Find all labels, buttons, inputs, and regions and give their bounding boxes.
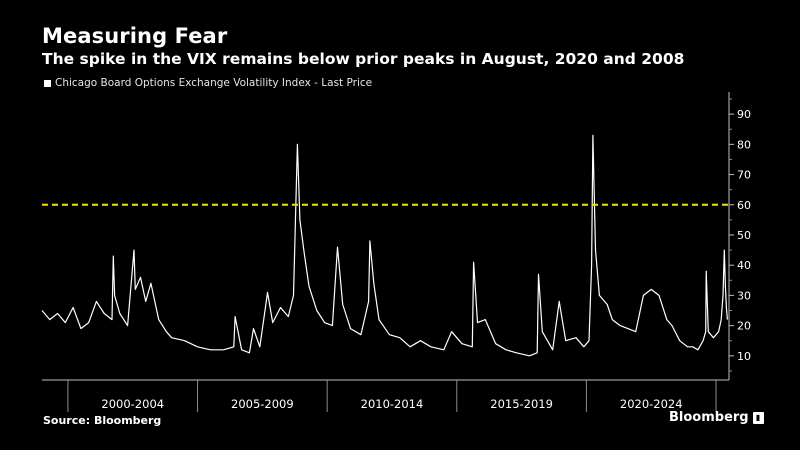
x-category-label: 2015-2019 (490, 397, 553, 411)
chart-title: Measuring Fear (42, 24, 228, 48)
legend-swatch (44, 79, 51, 87)
x-category-label: 2000-2004 (101, 397, 164, 411)
y-tick-label: 80 (737, 138, 751, 151)
y-tick-label: 20 (737, 320, 751, 333)
y-tick-label: 90 (737, 108, 751, 121)
x-category-label: 2005-2009 (231, 397, 294, 411)
legend: Chicago Board Options Exchange Volatilit… (44, 77, 372, 89)
y-tick-label: 10 (737, 350, 751, 363)
y-tick-label: 70 (737, 169, 751, 182)
y-tick-label: 40 (737, 259, 751, 272)
y-tick-label: 60 (737, 199, 751, 212)
y-tick-label: 30 (737, 289, 751, 302)
source-note: Source: Bloomberg (43, 414, 162, 427)
x-category-label: 2020-2024 (620, 397, 683, 411)
y-tick-label: 50 (737, 229, 751, 242)
chart-subtitle: The spike in the VIX remains below prior… (42, 50, 685, 68)
x-category-label: 2010-2014 (361, 397, 424, 411)
brand-logo: Bloomberg ▮ (669, 410, 764, 425)
legend-label: Chicago Board Options Exchange Volatilit… (55, 77, 373, 89)
vix-series-line (41, 134, 728, 357)
brand-name: Bloomberg (669, 410, 749, 425)
bloomberg-mark-icon: ▮ (752, 411, 764, 424)
